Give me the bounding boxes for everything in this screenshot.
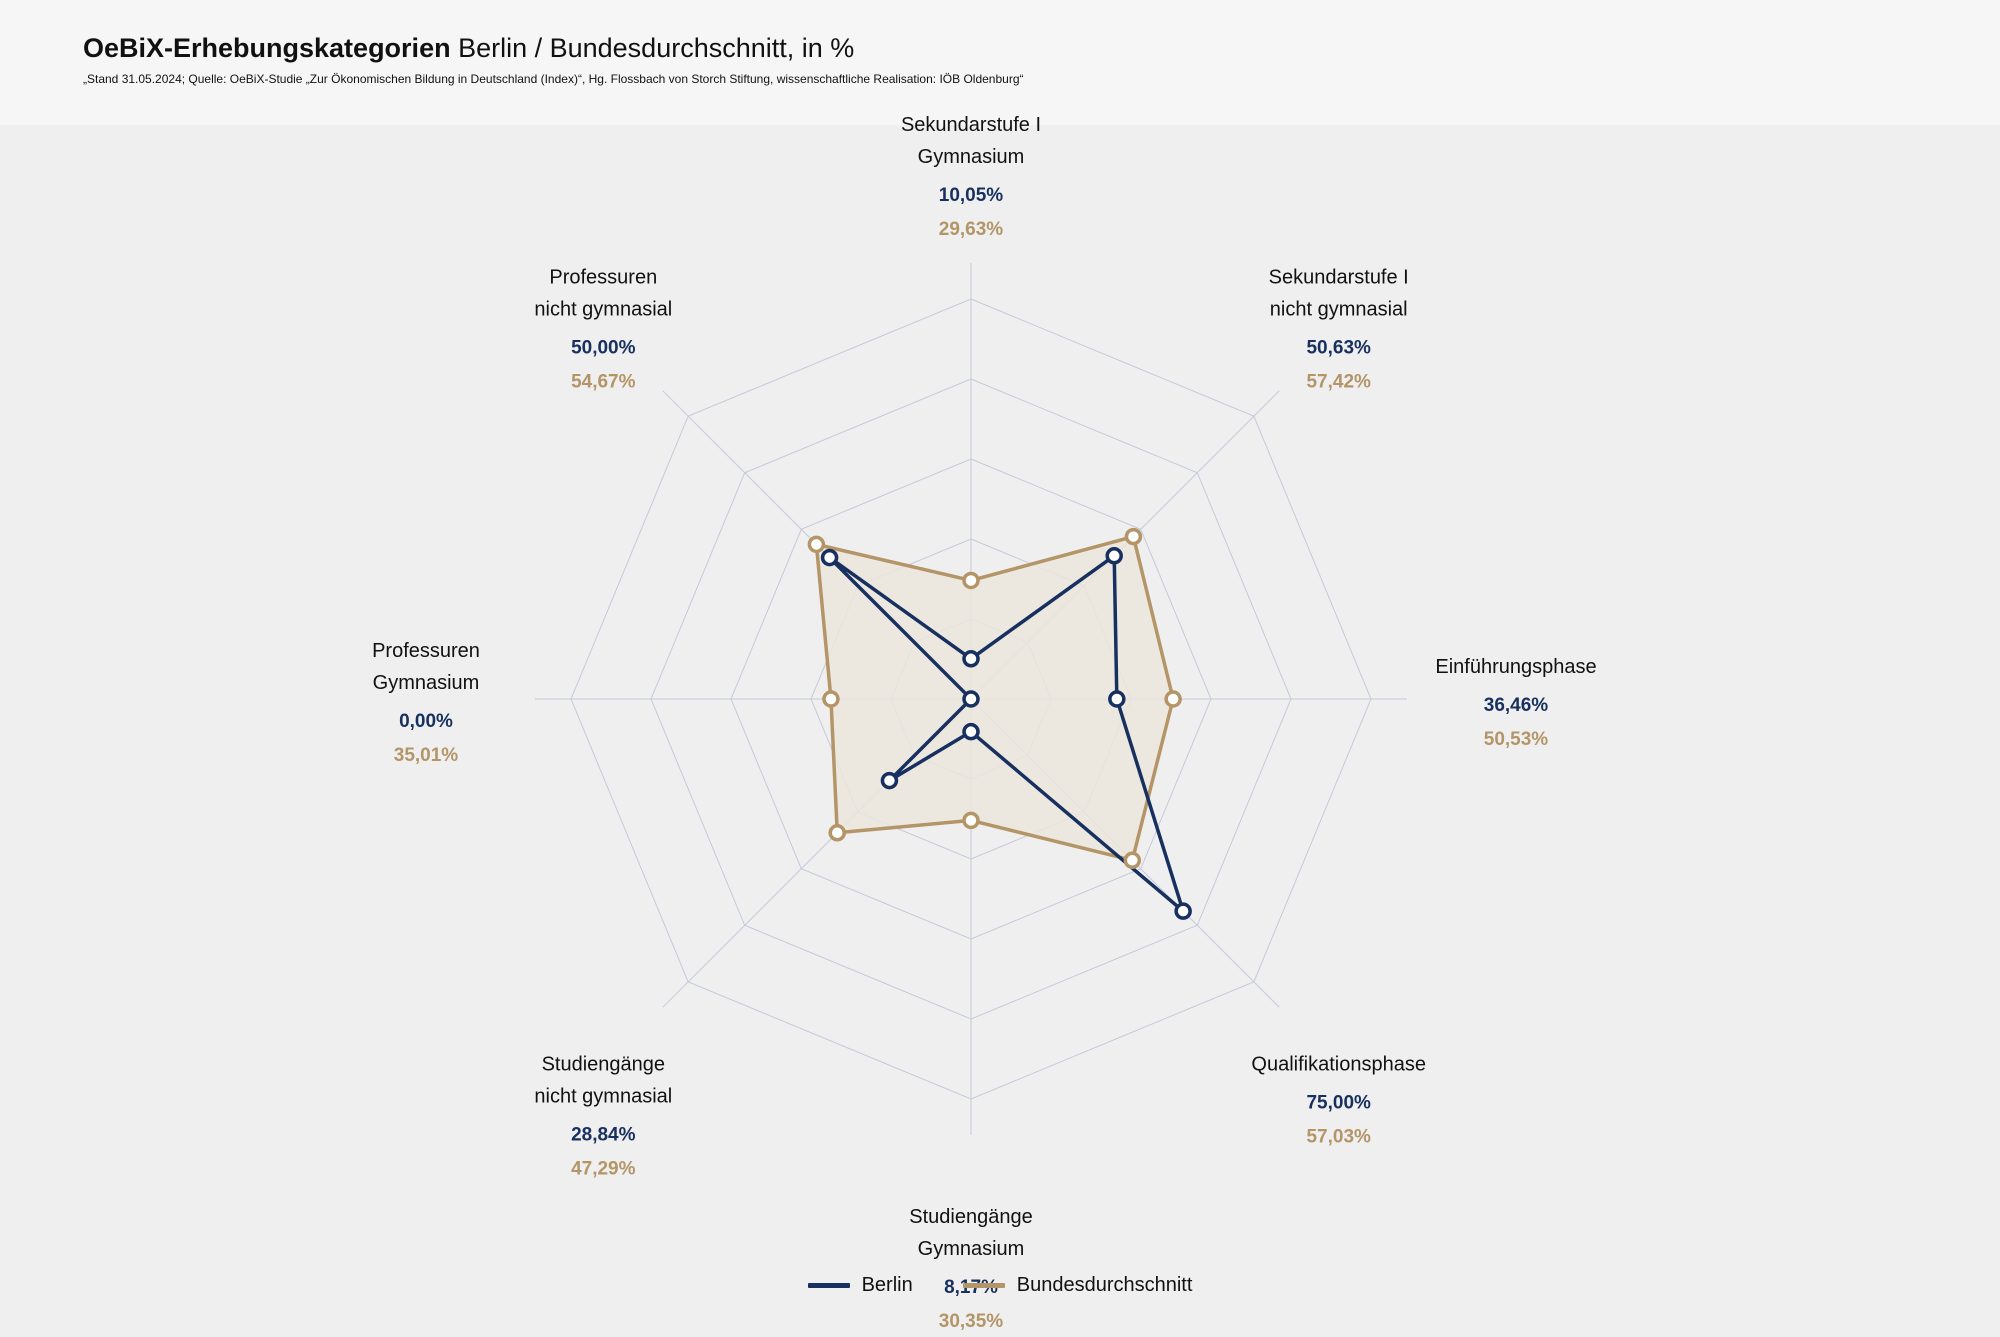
data-point-berlin-8: [820, 548, 839, 567]
value-label-bund-5: 30,35%: [939, 1311, 1004, 1332]
axis-label-1-line-1: Sekundarstufe I: [901, 114, 1041, 136]
data-point-bundesdurchschnitt-6: [828, 824, 846, 842]
data-point-bundesdurchschnitt-7: [822, 690, 840, 708]
axis-label-8-line-1: Professuren: [549, 266, 657, 288]
data-point-berlin-7: [962, 690, 980, 708]
legend-swatch-bundesdurchschnitt: [962, 1282, 1005, 1288]
data-point-bundesdurchschnitt-5: [962, 811, 980, 830]
legend: Berlin Bundesdurchschnitt: [0, 1270, 2000, 1300]
axis-label-6-line-1: Studiengänge: [542, 1054, 665, 1076]
value-label-bund-1: 29,63%: [939, 219, 1004, 240]
axis-label-1-line-2: Gymnasium: [918, 146, 1025, 168]
data-point-bundesdurchschnitt-2: [1124, 527, 1143, 546]
axis-label-7-line-1: Professuren: [372, 640, 480, 662]
legend-swatch-berlin: [807, 1282, 850, 1288]
value-label-bund-8: 54,67%: [571, 371, 636, 392]
data-point-berlin-3: [1108, 690, 1126, 708]
data-point-berlin-4: [1174, 902, 1192, 920]
axis-label-7-line-2: Gymnasium: [373, 672, 480, 694]
chart-title-bold: OeBiX-Erhebungskategorien: [83, 33, 451, 63]
data-point-berlin-5: [962, 722, 980, 741]
axis-label-3-line-1: Einführungsphase: [1435, 656, 1596, 678]
value-label-berlin-6: 28,84%: [571, 1125, 636, 1146]
legend-label-bundesdurchschnitt: Bundesdurchschnitt: [1016, 1273, 1193, 1296]
value-label-berlin-3: 36,46%: [1484, 695, 1549, 716]
value-label-berlin-4: 75,00%: [1306, 1093, 1371, 1114]
legend-label-berlin: Berlin: [861, 1273, 913, 1296]
header: OeBiX-Erhebungskategorien Berlin / Bunde…: [0, 0, 2000, 125]
data-point-berlin-2: [1105, 547, 1123, 565]
value-label-berlin-1: 10,05%: [939, 185, 1004, 206]
data-point-bundesdurchschnitt-1: [962, 571, 980, 590]
axis-label-2-line-1: Sekundarstufe I: [1269, 266, 1409, 288]
data-point-bundesdurchschnitt-3: [1164, 690, 1182, 708]
chart-title-rest: Berlin / Bundesdurchschnitt, in %: [450, 33, 855, 63]
axis-label-8-line-2: nicht gymnasial: [534, 298, 672, 320]
value-label-berlin-2: 50,63%: [1306, 337, 1371, 358]
value-label-berlin-7: 0,00%: [399, 711, 453, 732]
value-label-bund-7: 35,01%: [394, 745, 459, 766]
data-point-berlin-1: [962, 650, 980, 668]
data-point-bundesdurchschnitt-4: [1123, 851, 1142, 870]
value-label-bund-4: 57,03%: [1306, 1127, 1371, 1148]
value-label-berlin-8: 50,00%: [571, 337, 636, 358]
axis-label-5-line-2: Gymnasium: [918, 1238, 1025, 1260]
axis-label-6-line-2: nicht gymnasial: [534, 1086, 672, 1108]
value-label-bund-6: 47,29%: [571, 1159, 636, 1180]
value-label-berlin-5: 8,17%: [944, 1277, 998, 1298]
legend-item-berlin[interactable]: Berlin: [807, 1273, 913, 1297]
source-note: „Stand 31.05.2024; Quelle: OeBiX-Studie …: [83, 72, 1024, 86]
value-label-bund-3: 50,53%: [1484, 729, 1549, 750]
legend-item-bundesdurchschnitt[interactable]: Bundesdurchschnitt: [962, 1273, 1193, 1297]
axis-label-4-line-1: Qualifikationsphase: [1251, 1054, 1426, 1076]
chart-title: OeBiX-Erhebungskategorien Berlin / Bunde…: [83, 30, 854, 66]
data-point-bundesdurchschnitt-8: [807, 535, 826, 554]
axis-label-2-line-2: nicht gymnasial: [1270, 298, 1408, 320]
data-point-berlin-6: [880, 771, 899, 790]
value-label-bund-2: 57,42%: [1306, 371, 1371, 392]
axis-label-5-line-1: Studiengänge: [909, 1206, 1032, 1228]
